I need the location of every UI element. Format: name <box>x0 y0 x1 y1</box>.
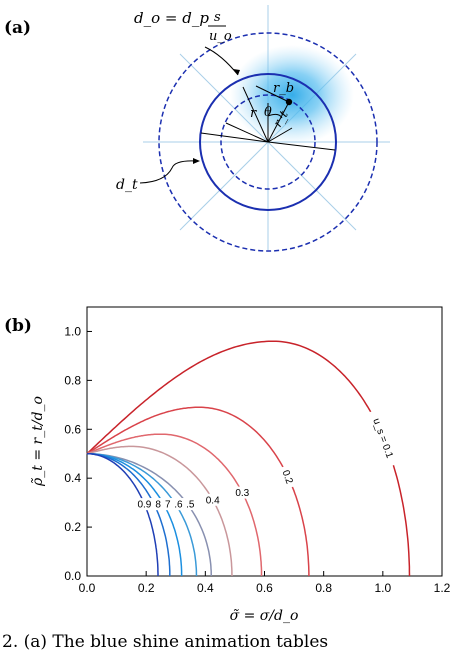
series-line <box>86 452 213 577</box>
series-label-group: 0.9 <box>133 498 156 511</box>
series-line <box>86 452 171 576</box>
series-label-bg <box>231 486 254 499</box>
series-label-group: u_s = 0.1 <box>367 408 400 468</box>
x-axis: 0.0 0.2 0.4 0.6 0.8 1.0 1.2 <box>79 571 451 595</box>
label-theta: θ <box>264 105 272 120</box>
panel-b-label: (b) <box>4 316 32 336</box>
plot-curves <box>86 340 411 577</box>
x-axis-title: σ̃ = σ/d_o <box>230 608 299 624</box>
dt-leader-arrowhead <box>193 158 200 164</box>
dt-leader-arrow <box>139 160 197 184</box>
schematic-vectors <box>200 85 336 151</box>
series-line <box>86 406 310 576</box>
label-r: r <box>250 106 257 121</box>
series-label-bg <box>367 408 400 468</box>
series-label: u_s = 0.1 <box>370 417 395 460</box>
x-tick-label: 0.2 <box>138 581 155 595</box>
x-tick-label: 0.8 <box>315 581 332 595</box>
series-label-bg <box>201 493 224 506</box>
figure: (a) d_o = d_p s u <box>4 5 451 624</box>
curve-labels: u_s = 0.10.20.30.40.50.60.70.80.9 <box>133 408 400 511</box>
y-axis-title: ρ̃_t = r_t/d_o <box>30 396 46 487</box>
solid-circle <box>199 73 337 211</box>
series-label-group: 0.2 <box>278 464 298 490</box>
series-label: 0.6 <box>169 500 183 511</box>
panel-a: (a) d_o = d_p s u <box>4 5 390 252</box>
bubble-glow <box>230 45 354 145</box>
x-tick-label: 0.0 <box>79 581 96 595</box>
outer-dashed-circle-do <box>158 32 378 252</box>
label-dt: d_t <box>116 177 138 193</box>
series-label-group: 0.3 <box>231 486 254 499</box>
panel-b: (b) 0.0 0.2 0.4 0.6 0.8 1.0 1.2 0.00.20.40.60.… <box>4 306 451 624</box>
label-rb: r_b <box>273 81 294 96</box>
series-label: 0.2 <box>280 469 295 486</box>
x-tick-label: 0.4 <box>197 581 214 595</box>
x-tick-label: 1.2 <box>434 581 451 595</box>
y-tick-label: 0.2 <box>64 520 81 534</box>
y-tick-label: 0.8 <box>64 373 81 387</box>
fraction-denominator: u_o <box>209 29 232 44</box>
bubble-center-dot <box>285 98 293 106</box>
y-tick-label: 0.4 <box>64 471 81 485</box>
inner-dashed-circle-dt <box>220 94 316 190</box>
series-label: 0.3 <box>235 488 249 499</box>
do-leader-arrowhead <box>233 69 240 75</box>
x-tick-label: 0.6 <box>256 581 273 595</box>
do-equation: d_o = d_p <box>134 9 209 27</box>
series-label-group: 0.4 <box>201 493 224 506</box>
series-label: 0.4 <box>206 495 220 506</box>
series-line <box>86 452 198 577</box>
x-tick-label: 1.0 <box>374 581 391 595</box>
figure-caption: 2. (a) The blue shine animation tables <box>2 632 329 652</box>
y-tick-label: 0.0 <box>64 569 81 583</box>
series-label: 0.5 <box>181 500 195 511</box>
series-label-bg <box>278 464 298 490</box>
fraction-numerator: s <box>214 10 221 25</box>
y-tick-label: 0.6 <box>64 422 81 436</box>
series-label: 0.9 <box>137 500 151 511</box>
series-line <box>86 452 159 576</box>
series-line <box>86 445 233 577</box>
y-tick-label: 1.0 <box>64 324 81 338</box>
panel-a-label: (a) <box>4 18 31 38</box>
do-leader-arrow <box>204 46 239 76</box>
series-label-bg <box>133 498 156 511</box>
series-line <box>86 433 263 576</box>
series-line <box>86 452 183 577</box>
series-line <box>86 340 411 577</box>
y-axis: 0.0 0.2 0.4 0.6 0.8 1.0 <box>64 324 92 583</box>
